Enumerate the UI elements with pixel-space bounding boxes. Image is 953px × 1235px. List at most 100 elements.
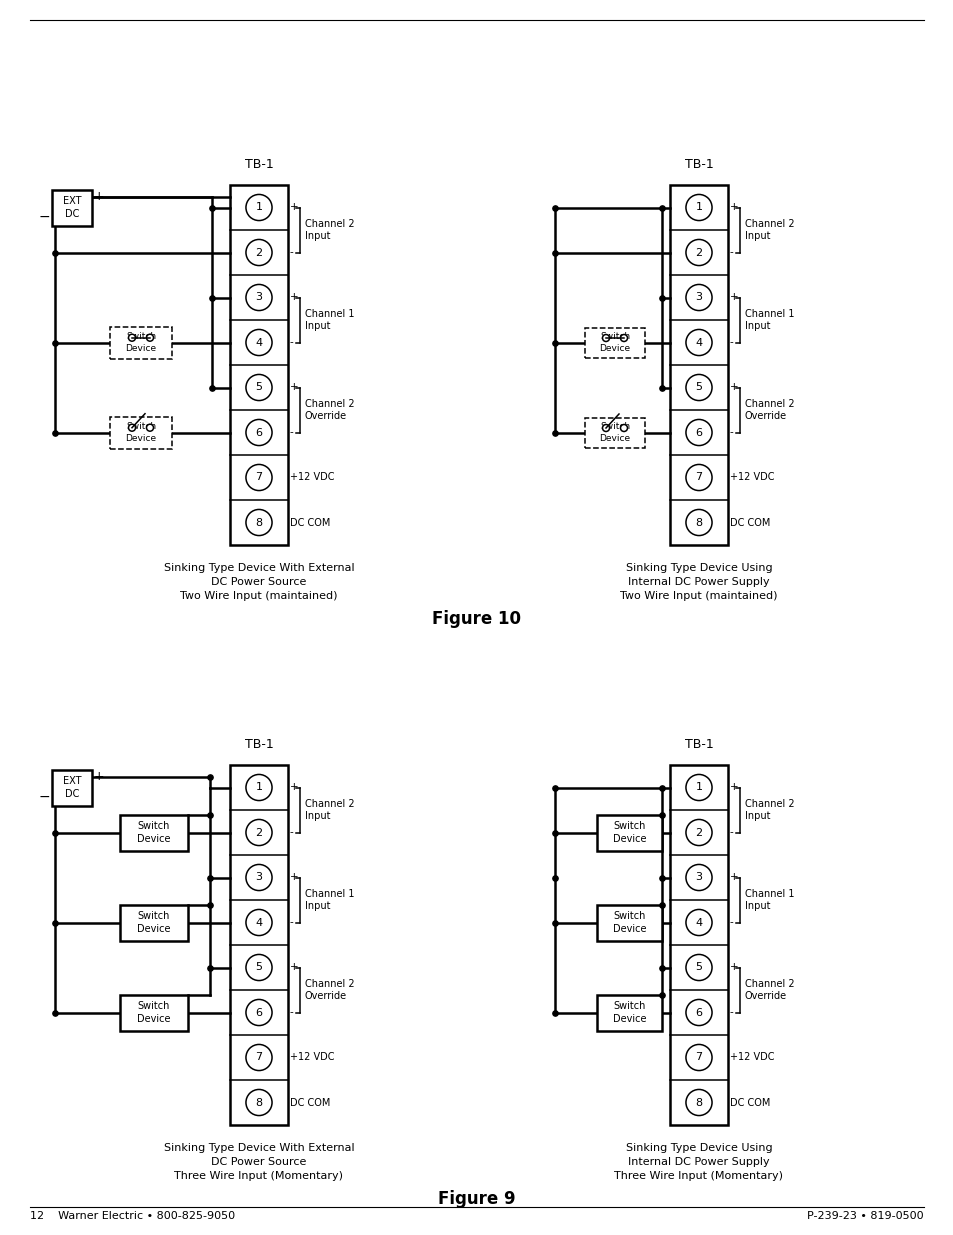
Circle shape — [685, 240, 711, 266]
Text: Channel 1
Input: Channel 1 Input — [744, 309, 794, 331]
Text: 1: 1 — [255, 783, 262, 793]
Circle shape — [246, 284, 272, 310]
Circle shape — [685, 774, 711, 800]
Text: Switch
Device: Switch Device — [612, 911, 645, 934]
Circle shape — [685, 820, 711, 846]
Text: +: + — [94, 190, 105, 204]
Text: 3: 3 — [255, 293, 262, 303]
Text: +: + — [729, 783, 738, 793]
Text: +12 VDC: +12 VDC — [729, 1052, 774, 1062]
Text: 2: 2 — [255, 247, 262, 258]
Circle shape — [602, 335, 609, 342]
Text: Switch
Device: Switch Device — [137, 1002, 171, 1024]
Text: Channel 2
Input: Channel 2 Input — [744, 219, 794, 241]
Text: 5: 5 — [695, 383, 701, 393]
Text: 4: 4 — [695, 337, 701, 347]
Circle shape — [619, 335, 627, 342]
Circle shape — [246, 909, 272, 936]
Bar — [597, 904, 661, 941]
Text: Switch
Device: Switch Device — [612, 821, 645, 844]
Circle shape — [246, 330, 272, 356]
Text: EXT
DC: EXT DC — [63, 196, 81, 219]
Text: 2: 2 — [695, 827, 701, 837]
Circle shape — [246, 420, 272, 446]
Text: Channel 2
Override: Channel 2 Override — [305, 399, 355, 421]
Text: 1: 1 — [695, 783, 701, 793]
Text: -: - — [729, 1008, 733, 1018]
Text: DC COM: DC COM — [290, 1098, 330, 1108]
Text: +: + — [729, 872, 738, 883]
Text: Sinking Type Device With External: Sinking Type Device With External — [164, 1144, 354, 1153]
Text: DC COM: DC COM — [729, 517, 770, 527]
Circle shape — [147, 335, 153, 341]
Text: +: + — [729, 293, 738, 303]
Text: 6: 6 — [255, 427, 262, 437]
Circle shape — [246, 1089, 272, 1115]
Circle shape — [685, 420, 711, 446]
Text: EXT
DC: EXT DC — [63, 777, 81, 799]
Text: +: + — [290, 293, 298, 303]
Text: 4: 4 — [255, 337, 262, 347]
Text: DC Power Source: DC Power Source — [212, 577, 306, 587]
Text: 6: 6 — [695, 427, 701, 437]
Circle shape — [685, 510, 711, 536]
Text: Channel 1
Input: Channel 1 Input — [305, 889, 355, 910]
Text: -: - — [729, 827, 733, 837]
Text: 2: 2 — [695, 247, 701, 258]
Text: Figure 9: Figure 9 — [437, 1191, 516, 1208]
Circle shape — [685, 374, 711, 400]
Text: Channel 2
Override: Channel 2 Override — [744, 979, 794, 1000]
Text: 8: 8 — [695, 517, 701, 527]
Bar — [120, 994, 188, 1030]
Bar — [52, 769, 91, 805]
Text: 7: 7 — [695, 473, 701, 483]
Text: +: + — [94, 771, 105, 783]
Text: Channel 2
Input: Channel 2 Input — [305, 219, 355, 241]
Circle shape — [685, 194, 711, 221]
Circle shape — [246, 464, 272, 490]
Text: -: - — [290, 1008, 294, 1018]
Circle shape — [246, 510, 272, 536]
Text: +12 VDC: +12 VDC — [290, 473, 335, 483]
Bar — [120, 815, 188, 851]
Text: -: - — [729, 918, 733, 927]
Bar — [52, 189, 91, 226]
Text: Channel 1
Input: Channel 1 Input — [305, 309, 355, 331]
Text: Sinking Type Device With External: Sinking Type Device With External — [164, 563, 354, 573]
Bar — [230, 185, 288, 545]
Text: −: − — [38, 789, 50, 804]
Text: 4: 4 — [255, 918, 262, 927]
Circle shape — [685, 464, 711, 490]
Text: 7: 7 — [695, 1052, 701, 1062]
Text: Channel 2
Input: Channel 2 Input — [744, 799, 794, 821]
Text: -: - — [729, 337, 733, 347]
Text: Two Wire Input (maintained): Two Wire Input (maintained) — [619, 592, 777, 601]
Circle shape — [685, 999, 711, 1025]
Circle shape — [147, 424, 153, 431]
Text: 7: 7 — [255, 1052, 262, 1062]
Bar — [597, 994, 661, 1030]
Text: 2: 2 — [255, 827, 262, 837]
Text: 1: 1 — [695, 203, 701, 212]
Text: Channel 2
Override: Channel 2 Override — [744, 399, 794, 421]
Circle shape — [602, 425, 609, 431]
Circle shape — [129, 335, 135, 341]
Text: Internal DC Power Supply: Internal DC Power Supply — [627, 577, 769, 587]
Text: 4: 4 — [695, 918, 701, 927]
Text: -: - — [729, 247, 733, 258]
Text: +: + — [729, 962, 738, 972]
Text: 3: 3 — [695, 872, 701, 883]
Text: -: - — [290, 337, 294, 347]
Text: +: + — [290, 872, 298, 883]
Bar — [669, 185, 727, 545]
Bar — [110, 326, 172, 358]
Circle shape — [685, 1045, 711, 1071]
Text: Sinking Type Device Using: Sinking Type Device Using — [625, 563, 772, 573]
Circle shape — [246, 864, 272, 890]
Text: 8: 8 — [255, 517, 262, 527]
Text: +: + — [290, 783, 298, 793]
Text: 5: 5 — [255, 962, 262, 972]
Circle shape — [685, 284, 711, 310]
Text: −: − — [38, 210, 50, 224]
Bar — [669, 764, 727, 1125]
